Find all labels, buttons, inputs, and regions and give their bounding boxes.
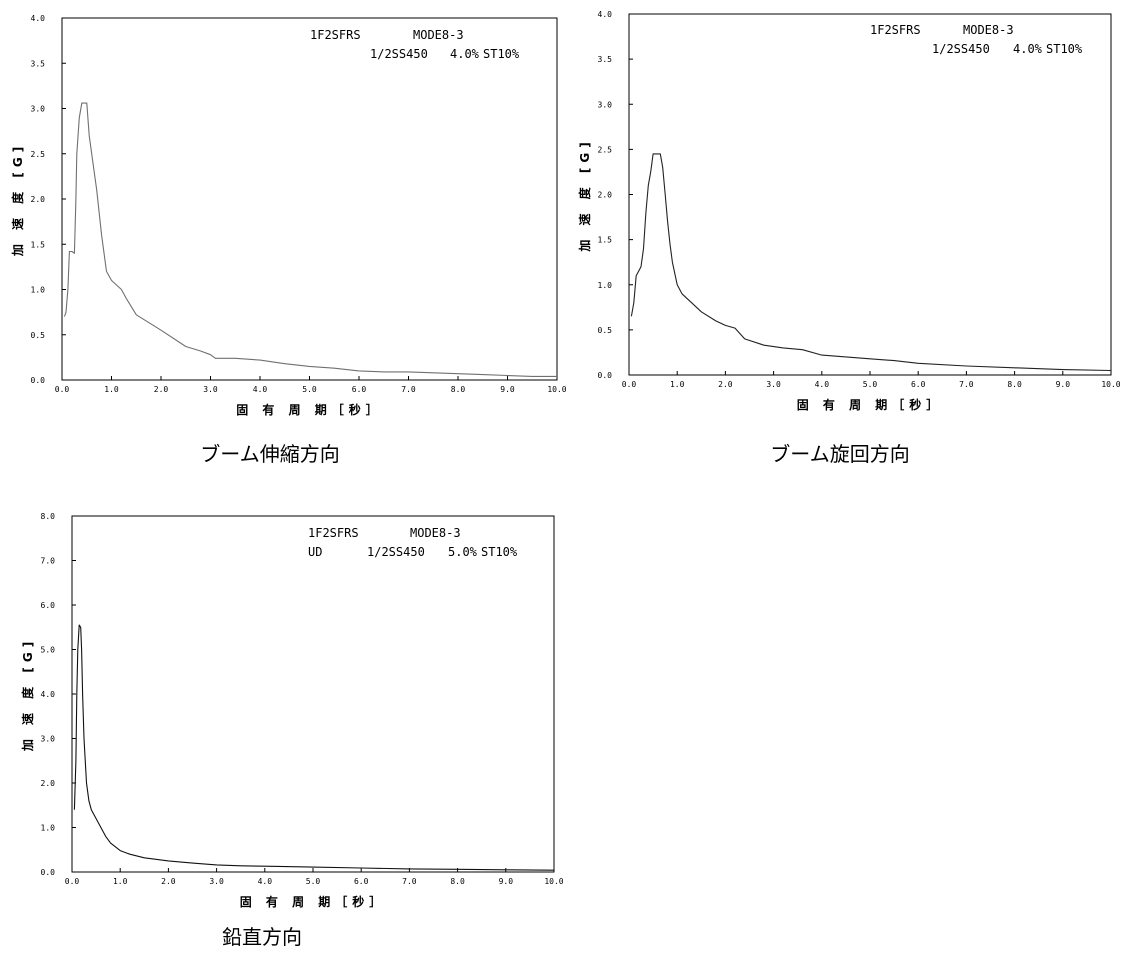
y-tick-label: 3.0 [41,735,56,744]
x-tick-label: 3.0 [766,380,781,389]
chart-annotation: UD [308,545,322,559]
x-tick-label: 1.0 [104,385,119,394]
chart-caption: 鉛直方向 [222,925,302,949]
y-tick-label: 0.5 [598,326,613,335]
y-tick-label: 0.0 [598,371,613,380]
x-tick-label: 7.0 [401,385,416,394]
x-tick-label: 10.0 [1101,380,1120,389]
chart-annotation: 4.0% [450,47,480,61]
x-tick-label: 1.0 [113,877,128,886]
y-tick-label: 0.0 [41,868,56,877]
y-tick-label: 4.0 [598,10,613,19]
chart-annotation: ST10% [1046,42,1083,56]
y-tick-label: 1.0 [598,281,613,290]
y-tick-label: 1.0 [41,824,56,833]
chart-svg-boom-rotation: 0.0 1.0 2.0 3.0 4.0 5.0 6.0 7.0 8.0 9.0 10.0 0.0 0.5… [577,10,1121,412]
y-tick-label: 1.0 [31,286,46,295]
y-tick-label: 2.5 [31,150,46,159]
chart-annotation: MODE8-3 [963,23,1014,37]
chart-vertical: 0.0 1.0 2.0 3.0 4.0 5.0 6.0 7.0 8.0 9.0 10.0 0.0 1.0… [0,505,564,959]
y-axis-label: 加 速 度 [G] [20,637,35,752]
x-tick-label: 0.0 [622,380,637,389]
series-line [630,153,1112,372]
y-tick-label: 1.5 [598,236,613,245]
x-axis-label: 固 有 周 期［秒］ [240,894,387,909]
x-tick-label: 9.0 [500,385,515,394]
y-axis-label: 加 速 度 [G] [577,137,592,252]
x-tick-label: 0.0 [65,877,80,886]
chart-annotation: MODE8-3 [413,28,464,42]
chart-annotation: MODE8-3 [410,526,461,540]
x-tick-label: 5.0 [306,877,321,886]
x-tick-label: 0.0 [55,385,70,394]
chart-caption: ブーム伸縮方向 [200,442,340,466]
x-tick-label: 5.0 [302,385,317,394]
chart-boom-extension: 0.0 1.0 2.0 3.0 4.0 5.0 6.0 7.0 8.0 9.0 10.0 0.0 0.5… [0,0,567,470]
chart-caption: ブーム旋回方向 [770,442,910,466]
x-axis-label: 固 有 周 期［秒］ [797,397,944,412]
chart-svg-vertical: 0.0 1.0 2.0 3.0 4.0 5.0 6.0 7.0 8.0 9.0 10.0 0.0 1.0… [20,512,564,909]
y-tick-label: 3.0 [31,105,46,114]
chart-boom-rotation: 0.0 1.0 2.0 3.0 4.0 5.0 6.0 7.0 8.0 9.0 10.0 0.0 0.5… [568,0,1128,470]
x-tick-label: 6.0 [352,385,367,394]
x-tick-label: 8.0 [1007,380,1022,389]
y-tick-label: 2.0 [31,195,46,204]
y-tick-label: 6.0 [41,601,56,610]
chart-annotation: ST10% [483,47,520,61]
x-tick-label: 6.0 [354,877,369,886]
chart-annotation: 4.0% [1013,42,1043,56]
x-tick-label: 7.0 [959,380,974,389]
x-tick-label: 5.0 [863,380,878,389]
x-tick-label: 6.0 [911,380,926,389]
chart-svg-boom-extension: 0.0 1.0 2.0 3.0 4.0 5.0 6.0 7.0 8.0 9.0 10.0 0.0 0.5… [10,14,567,417]
y-tick-label: 3.0 [598,100,613,109]
plot-frame [71,515,555,873]
x-axis-label: 固 有 周 期［秒］ [236,402,383,417]
y-tick-label: 2.0 [598,191,613,200]
chart-annotation: 1/2SS450 [367,545,425,559]
series-line [73,624,555,871]
x-tick-label: 10.0 [544,877,563,886]
series-line [63,102,557,377]
x-tick-label: 4.0 [253,385,268,394]
plot-frame [61,17,558,381]
x-tick-label: 2.0 [718,380,733,389]
x-tick-label: 9.0 [499,877,514,886]
y-tick-label: 3.5 [31,59,46,68]
y-tick-label: 0.0 [31,376,46,385]
plot-frame [628,13,1112,376]
chart-annotation: 1/2SS450 [932,42,990,56]
x-tick-label: 7.0 [402,877,417,886]
y-tick-label: 4.0 [31,14,46,23]
y-tick-label: 2.0 [41,779,56,788]
chart-annotation: 1F2SFRS [870,23,921,37]
y-tick-label: 1.5 [31,240,46,249]
x-tick-label: 9.0 [1056,380,1071,389]
y-tick-label: 7.0 [41,557,56,566]
x-tick-label: 2.0 [154,385,169,394]
x-tick-label: 4.0 [258,877,273,886]
y-tick-label: 3.5 [598,55,613,64]
x-tick-label: 8.0 [451,385,466,394]
chart-annotation: 1F2SFRS [310,28,361,42]
x-tick-label: 3.0 [209,877,224,886]
x-tick-label: 2.0 [161,877,176,886]
chart-annotation: 1/2SS450 [370,47,428,61]
y-tick-label: 0.5 [31,331,46,340]
y-tick-label: 4.0 [41,690,56,699]
y-tick-label: 8.0 [41,512,56,521]
x-tick-label: 1.0 [670,380,685,389]
x-tick-label: 8.0 [450,877,465,886]
y-axis-label: 加 速 度 [G] [10,142,25,257]
y-tick-label: 2.5 [598,145,613,154]
x-tick-label: 3.0 [203,385,218,394]
chart-annotation: 1F2SFRS [308,526,359,540]
x-tick-label: 10.0 [547,385,566,394]
x-tick-label: 4.0 [815,380,830,389]
chart-annotation: 5.0% [448,545,478,559]
chart-annotation: ST10% [481,545,518,559]
y-tick-label: 5.0 [41,646,56,655]
